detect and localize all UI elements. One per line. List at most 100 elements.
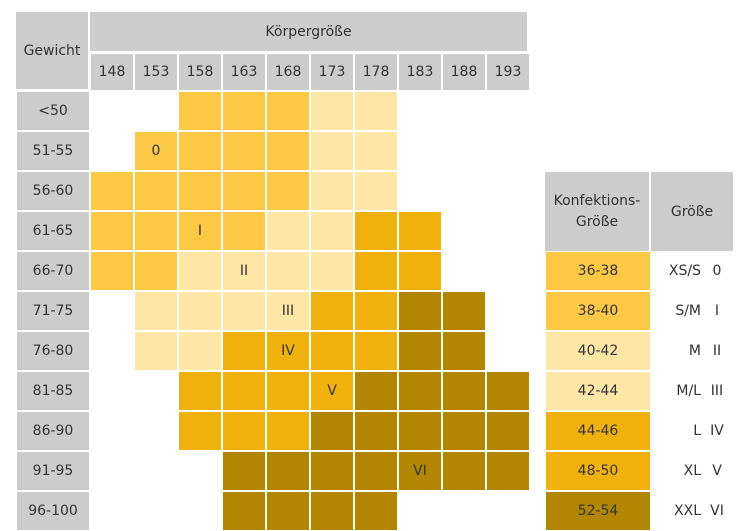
grid-cell [222, 131, 266, 171]
grid-cell [134, 291, 178, 331]
weight-row-label-label: 51-55 [32, 143, 74, 159]
konfektion-size-cell-label: 38-40 [577, 303, 619, 319]
roman-size-cell: II [707, 331, 727, 371]
height-col-173-label: 173 [318, 64, 346, 80]
letter-size-cell: M [651, 331, 707, 371]
letter-size-cell-label: XXL [674, 503, 701, 519]
roman-size-cell: III [707, 371, 727, 411]
konfektion-size-cell: 48-50 [545, 451, 651, 491]
height-col-183: 183 [398, 53, 442, 91]
height-col-163: 163 [222, 53, 266, 91]
weight-row-label: 51-55 [16, 131, 90, 171]
grid-cell [310, 451, 354, 491]
grid-cell [222, 291, 266, 331]
grid-cell [266, 211, 310, 251]
grid-cell [354, 291, 398, 331]
grid-cell [222, 91, 266, 131]
konfektion-size-cell: 44-46 [545, 411, 651, 451]
size-marker-0: 0 [134, 131, 178, 171]
grid-cell [354, 131, 398, 171]
grid-cell [178, 171, 222, 211]
height-header: Körpergröße [90, 12, 527, 53]
weight-row-label: 91-95 [16, 451, 90, 491]
grid-cell [442, 411, 486, 451]
grid-cell [310, 211, 354, 251]
height-col-188: 188 [442, 53, 486, 91]
size-marker-VI-label: VI [413, 463, 427, 479]
grid-cell [178, 251, 222, 291]
grid-cell [178, 331, 222, 371]
grid-cell [266, 371, 310, 411]
grid-cell [310, 291, 354, 331]
roman-size-cell-label: 0 [712, 263, 722, 279]
grid-cell [354, 211, 398, 251]
size-marker-V: V [310, 371, 354, 411]
weight-header: Gewicht [16, 12, 90, 91]
weight-row-label-label: <50 [38, 103, 68, 119]
roman-size-cell-label: II [712, 343, 722, 359]
grid-cell [266, 91, 310, 131]
roman-size-cell-label: I [714, 303, 720, 319]
groesse-header: Größe [651, 172, 733, 251]
konfektion-size-cell-label: 42-44 [577, 383, 619, 399]
grid-cell [354, 411, 398, 451]
height-col-178-label: 178 [362, 64, 390, 80]
height-col-148-label: 148 [98, 64, 126, 80]
grid-cell [178, 411, 222, 451]
weight-row-label-label: 76-80 [32, 343, 74, 359]
roman-size-cell: I [707, 291, 727, 331]
grid-cell [134, 211, 178, 251]
height-col-193-label: 193 [494, 64, 522, 80]
letter-size-cell: XS/S [651, 251, 707, 291]
grid-cell [222, 331, 266, 371]
grid-cell [222, 371, 266, 411]
grid-cell [354, 371, 398, 411]
roman-size-cell: IV [707, 411, 727, 451]
height-col-158: 158 [178, 53, 222, 91]
height-col-148: 148 [90, 53, 134, 91]
size-marker-II-label: II [239, 263, 249, 279]
size-marker-II: II [222, 251, 266, 291]
height-col-168: 168 [266, 53, 310, 91]
height-col-178: 178 [354, 53, 398, 91]
height-col-188-label: 188 [450, 64, 478, 80]
weight-row-label-label: 86-90 [32, 423, 74, 439]
size-marker-V-label: V [327, 383, 337, 399]
grid-cell [222, 491, 266, 531]
weight-row-label: 81-85 [16, 371, 90, 411]
konfektion-size-cell: 42-44 [545, 371, 651, 411]
roman-size-cell-label: VI [710, 503, 724, 519]
grid-cell [134, 331, 178, 371]
grid-cell [398, 371, 442, 411]
roman-size-cell: VI [707, 491, 727, 531]
grid-cell [310, 331, 354, 371]
letter-size-cell-label: M [688, 343, 701, 359]
konfektion-size-cell-label: 36-38 [577, 263, 619, 279]
grid-cell [178, 131, 222, 171]
grid-cell [486, 451, 530, 491]
grid-cell [222, 211, 266, 251]
size-marker-VI: VI [398, 451, 442, 491]
height-col-168-label: 168 [274, 64, 302, 80]
grid-cell [178, 91, 222, 131]
grid-cell [134, 251, 178, 291]
grid-cell [310, 491, 354, 531]
grid-cell [266, 131, 310, 171]
grid-cell [442, 371, 486, 411]
weight-row-label: 56-60 [16, 171, 90, 211]
weight-row-label: 76-80 [16, 331, 90, 371]
weight-row-label: <50 [16, 91, 90, 131]
grid-cell [310, 251, 354, 291]
roman-size-cell: 0 [707, 251, 727, 291]
weight-row-label: 96-100 [16, 491, 90, 531]
letter-size-cell: S/M [651, 291, 707, 331]
grid-cell [398, 211, 442, 251]
letter-size-cell: XXL [651, 491, 707, 531]
konfektion-size-cell-label: 44-46 [577, 423, 619, 439]
height-col-173: 173 [310, 53, 354, 91]
grid-cell [354, 91, 398, 131]
grid-cell [90, 251, 134, 291]
grid-cell [310, 171, 354, 211]
grid-cell [354, 171, 398, 211]
